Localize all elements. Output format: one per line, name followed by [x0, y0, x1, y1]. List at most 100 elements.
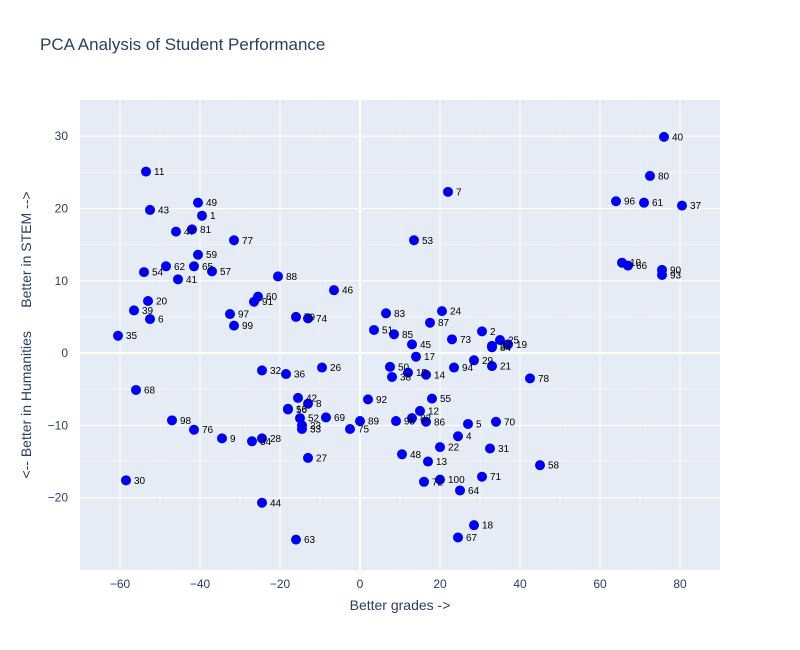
point-label: 18 [482, 521, 494, 532]
data-point [437, 306, 447, 317]
point-label: 12 [428, 406, 440, 417]
point-label: 25 [508, 336, 520, 347]
point-label: 83 [394, 309, 406, 320]
point-label: 70 [504, 417, 516, 428]
point-label: 87 [438, 318, 450, 329]
x-tick-label: 0 [357, 577, 364, 591]
point-label: 6 [158, 315, 164, 326]
data-point [455, 485, 465, 496]
point-label: 82 [420, 414, 432, 425]
point-label: 36 [294, 370, 306, 381]
point-label: 10 [630, 258, 642, 269]
data-point [207, 266, 217, 277]
point-label: 2 [490, 327, 496, 338]
point-label: 58 [548, 461, 560, 472]
point-label: 45 [420, 340, 432, 351]
data-point [407, 413, 417, 424]
point-label: 73 [460, 335, 472, 346]
point-label: 54 [152, 268, 164, 279]
point-label: 98 [180, 416, 192, 427]
data-point [487, 361, 497, 372]
point-label: 62 [174, 262, 186, 273]
data-point [435, 442, 445, 453]
point-label: 46 [342, 286, 354, 297]
data-point [291, 534, 301, 545]
grid-lines [80, 100, 720, 570]
data-point [469, 355, 479, 366]
data-point [389, 329, 399, 340]
data-point [409, 235, 419, 246]
point-label: 52 [308, 414, 320, 425]
point-label: 30 [134, 476, 146, 487]
point-label: 44 [270, 498, 282, 509]
point-label: 7 [456, 187, 462, 198]
data-point [297, 424, 307, 434]
data-point [449, 362, 459, 373]
data-point [419, 476, 429, 487]
data-point [329, 285, 339, 296]
y-tick-label: −20 [48, 491, 69, 505]
data-point [171, 226, 181, 237]
data-point [487, 342, 497, 353]
data-point [173, 274, 183, 285]
point-label: 99 [242, 321, 254, 332]
data-point [611, 196, 621, 207]
point-label: 100 [448, 475, 465, 486]
point-label: 27 [316, 453, 328, 464]
point-label: 86 [434, 417, 446, 428]
data-point [283, 404, 293, 415]
data-point [193, 197, 203, 208]
point-label: 29 [482, 356, 494, 367]
y-tick-label: 20 [55, 201, 69, 215]
point-label: 42 [306, 393, 318, 404]
data-point [139, 267, 149, 278]
data-point [345, 424, 355, 434]
data-point [503, 339, 513, 350]
point-label: 90 [670, 265, 682, 276]
data-point [623, 260, 633, 271]
y-tick-label: −10 [48, 418, 69, 432]
data-point [121, 475, 131, 486]
y-tick-label: 30 [55, 129, 69, 143]
data-point [435, 474, 445, 485]
point-label: 41 [186, 275, 198, 286]
point-label: 76 [202, 425, 214, 436]
point-label: 26 [330, 363, 342, 374]
point-label: 60 [266, 292, 278, 303]
data-point [411, 351, 421, 362]
data-point [477, 471, 487, 482]
point-label: 33 [310, 425, 322, 436]
point-label: 51 [382, 325, 394, 336]
data-point [225, 309, 235, 320]
data-point [113, 330, 123, 341]
data-point [167, 415, 177, 426]
data-point [217, 433, 227, 444]
point-label: 3 [500, 341, 506, 352]
point-label: 9 [230, 434, 236, 445]
x-tick-label: 40 [513, 577, 527, 591]
point-label: 11 [154, 167, 165, 178]
point-label: 95 [404, 417, 416, 428]
data-point [293, 392, 303, 403]
x-tick-label: 20 [433, 577, 447, 591]
data-point [385, 361, 395, 372]
point-labels: 1234567891011121314151617181920212223242… [126, 132, 702, 546]
data-point [257, 497, 267, 508]
data-point [463, 418, 473, 429]
data-point [657, 269, 667, 280]
point-label: 35 [126, 331, 138, 342]
point-label: 92 [376, 395, 388, 406]
data-point [273, 271, 283, 282]
point-label: 38 [400, 372, 412, 383]
point-label: 72 [432, 477, 444, 488]
point-label: 97 [238, 310, 250, 321]
point-label: 49 [206, 198, 218, 209]
point-label: 23 [310, 421, 322, 432]
data-point [145, 204, 155, 215]
point-label: 40 [672, 132, 684, 143]
point-label: 17 [424, 352, 436, 363]
data-point [397, 449, 407, 460]
data-point [257, 365, 267, 376]
data-point [193, 249, 203, 260]
